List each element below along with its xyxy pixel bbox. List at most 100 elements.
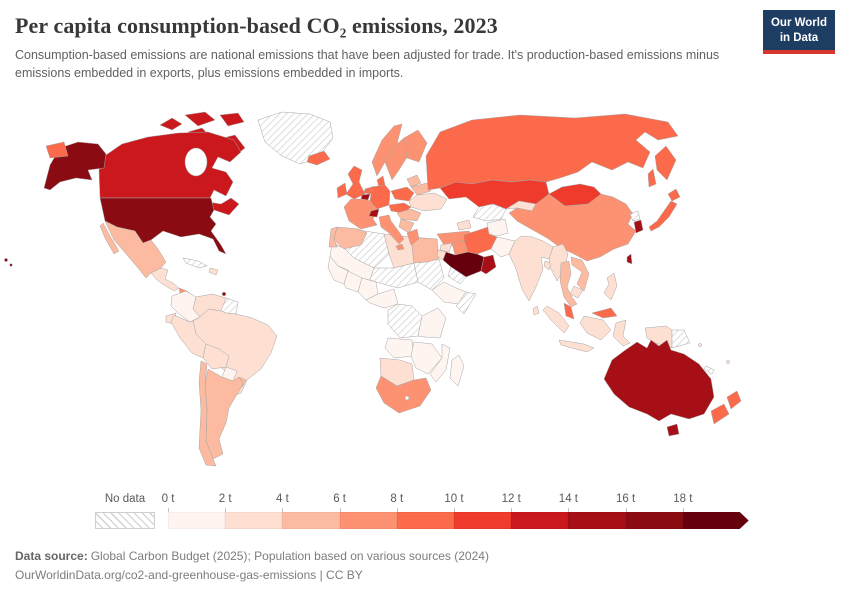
country-cambodia[interactable] xyxy=(569,285,584,299)
country-thailand[interactable] xyxy=(559,260,578,308)
legend-segment[interactable] xyxy=(168,512,226,529)
country-ireland[interactable] xyxy=(336,182,348,199)
country-canada-arctic[interactable] xyxy=(184,111,216,127)
country-cuba[interactable] xyxy=(182,257,208,269)
country-france[interactable] xyxy=(343,198,378,230)
country-japan-hokkaido[interactable] xyxy=(667,188,681,202)
legend-tick-label: 2 t xyxy=(218,493,232,505)
legend-segment[interactable] xyxy=(339,512,397,529)
country-italy[interactable] xyxy=(378,214,405,245)
country-belarus[interactable] xyxy=(410,182,432,196)
country-russia-chukotka[interactable] xyxy=(45,141,69,159)
country-romania-hungary[interactable] xyxy=(396,208,422,222)
country-yemen[interactable] xyxy=(447,266,467,285)
country-turkmenistan-uzbekistan[interactable] xyxy=(472,203,507,222)
country-indonesia-sumatra[interactable] xyxy=(542,305,570,334)
country-angola[interactable] xyxy=(384,337,415,359)
country-zambia-zimbabwe[interactable] xyxy=(410,341,443,375)
country-central-america[interactable] xyxy=(150,267,180,292)
country-malaysia-borneo[interactable] xyxy=(591,307,618,319)
country-new-zealand-north[interactable] xyxy=(726,390,742,410)
country-west-africa[interactable] xyxy=(343,270,363,293)
country-mozambique[interactable] xyxy=(429,343,451,383)
country-south-korea[interactable] xyxy=(633,219,644,234)
country-mexico[interactable] xyxy=(104,220,167,279)
country-norway[interactable] xyxy=(371,123,403,177)
country-australia[interactable] xyxy=(603,339,715,422)
country-sudan[interactable] xyxy=(413,258,445,291)
country-canada-arctic[interactable] xyxy=(159,117,183,131)
chart-subtitle: Consumption-based emissions are national… xyxy=(15,48,720,81)
country-russia-kamchatka[interactable] xyxy=(654,145,677,181)
country-india[interactable] xyxy=(508,235,554,302)
owid-logo[interactable]: Our World in Data xyxy=(762,10,835,54)
hudson-bay xyxy=(184,147,208,177)
country-russia[interactable] xyxy=(425,113,679,191)
country-hawaii[interactable] xyxy=(9,263,13,267)
country-united-kingdom[interactable] xyxy=(345,165,366,200)
country-poland[interactable] xyxy=(390,186,415,202)
country-malaysia[interactable] xyxy=(563,302,575,320)
country-sicily[interactable] xyxy=(395,243,405,251)
country-tasmania[interactable] xyxy=(666,423,680,437)
country-hawaii[interactable] xyxy=(4,258,8,262)
owid-logo-line1: Our World xyxy=(770,17,827,29)
country-portugal[interactable] xyxy=(328,226,338,248)
country-vietnam[interactable] xyxy=(570,256,590,292)
legend-segment[interactable] xyxy=(625,512,683,529)
country-baltics[interactable] xyxy=(406,174,422,188)
country-indonesia-java[interactable] xyxy=(558,339,595,353)
country-afghanistan[interactable] xyxy=(486,218,509,237)
legend-no-data-swatch[interactable] xyxy=(95,512,155,529)
legend-segment[interactable] xyxy=(282,512,340,529)
country-fiji[interactable] xyxy=(726,360,730,364)
country-kenya-tanzania[interactable] xyxy=(417,307,447,339)
legend-segment[interactable] xyxy=(396,512,454,529)
country-sri-lanka[interactable] xyxy=(532,305,540,316)
country-mexico-baja[interactable] xyxy=(99,222,120,255)
country-north-korea[interactable] xyxy=(629,210,641,222)
legend-segment[interactable] xyxy=(511,512,569,529)
country-china[interactable] xyxy=(508,193,637,262)
country-chile[interactable] xyxy=(198,360,217,467)
country-germany[interactable] xyxy=(369,184,391,210)
legend-bar xyxy=(168,512,749,529)
country-philippines[interactable] xyxy=(603,272,618,301)
country-caucasus[interactable] xyxy=(456,219,472,231)
country-pakistan[interactable] xyxy=(490,236,516,258)
country-dr-congo[interactable] xyxy=(387,303,423,339)
country-indonesia-kalimantan[interactable] xyxy=(579,315,612,341)
country-iceland[interactable] xyxy=(306,150,331,166)
country-new-zealand-south[interactable] xyxy=(710,403,730,425)
legend-segment[interactable] xyxy=(683,512,749,529)
country-somalia[interactable] xyxy=(455,291,477,315)
country-trinidad[interactable] xyxy=(221,291,227,297)
legend-segment[interactable] xyxy=(453,512,512,529)
owid-link[interactable]: OurWorldinData.org/co2-and-greenhouse-ga… xyxy=(15,568,363,583)
country-switzerland[interactable] xyxy=(368,208,380,218)
country-canada-arctic[interactable] xyxy=(219,112,245,127)
country-indonesia-sulawesi[interactable] xyxy=(612,319,631,347)
country-oman-uae[interactable] xyxy=(480,254,497,275)
country-ukraine[interactable] xyxy=(408,192,448,212)
country-canada[interactable] xyxy=(98,131,242,216)
country-japan[interactable] xyxy=(648,200,678,232)
country-new-caledonia[interactable] xyxy=(703,365,715,375)
country-russia-sakhalin[interactable] xyxy=(647,168,657,188)
country-taiwan[interactable] xyxy=(626,253,633,265)
country-papua-east[interactable] xyxy=(671,329,691,349)
country-greenland[interactable] xyxy=(257,111,334,165)
country-nigeria[interactable] xyxy=(365,288,399,309)
country-syria[interactable] xyxy=(439,242,453,253)
country-greece[interactable] xyxy=(406,228,420,246)
legend-no-data-label: No data xyxy=(104,493,146,505)
country-solomon-islands[interactable] xyxy=(698,343,702,347)
country-madagascar[interactable] xyxy=(449,354,465,387)
country-south-africa[interactable] xyxy=(375,375,432,414)
legend-segment[interactable] xyxy=(568,512,626,529)
country-hispaniola[interactable] xyxy=(208,267,219,276)
country-finland[interactable] xyxy=(403,129,428,163)
country-bangladesh[interactable] xyxy=(543,260,552,271)
legend-segment[interactable] xyxy=(225,512,283,529)
country-argentina[interactable] xyxy=(204,368,244,460)
